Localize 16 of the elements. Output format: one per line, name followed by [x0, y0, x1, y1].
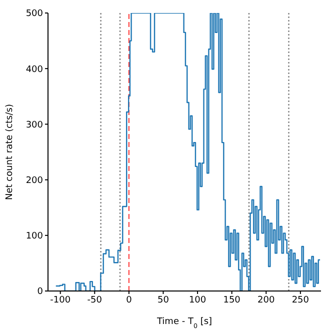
y-tick-label: 400 — [26, 64, 44, 75]
x-tick-label: 150 — [223, 295, 241, 306]
y-tick-label: 200 — [26, 176, 44, 186]
x-tick-label: 100 — [188, 295, 206, 306]
x-tick-label: -50 — [87, 295, 102, 306]
y-tick-label: 0 — [37, 287, 44, 298]
y-tick-label: 500 — [26, 9, 44, 20]
x-tick-label: 50 — [158, 295, 170, 306]
y-tick-label: 300 — [26, 120, 44, 130]
x-axis-title: Time - T$_{0}$ [s] — [156, 317, 212, 330]
y-axis-title: Net count rate (cts/s) — [5, 104, 15, 200]
x-tick-label: 200 — [258, 295, 275, 306]
x-tick-label: -100 — [50, 295, 71, 306]
y-tick-label: 100 — [26, 232, 44, 242]
x-tick-label: 250 — [292, 295, 310, 306]
x-tick-label: 0 — [126, 295, 132, 306]
